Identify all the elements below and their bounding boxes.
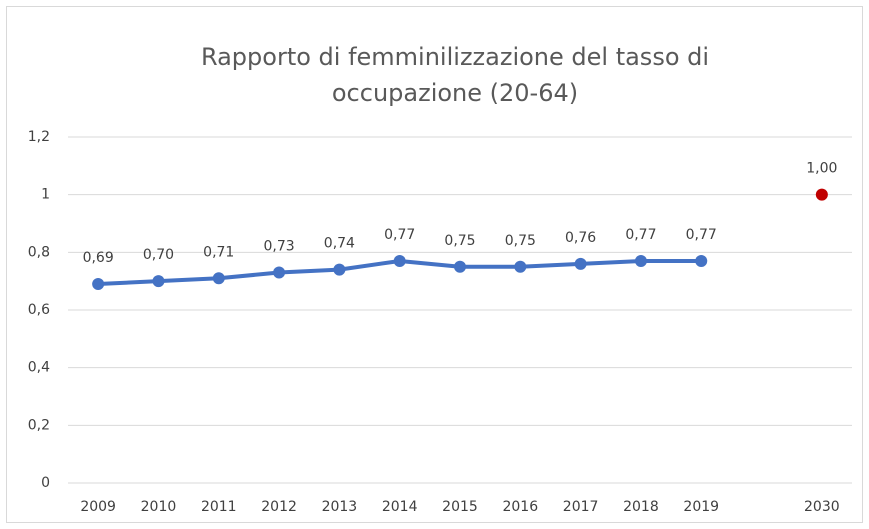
y-tick-label: 0 <box>41 475 50 491</box>
data-label: 0,76 <box>565 230 596 246</box>
y-tick-label: 1 <box>41 187 50 203</box>
y-tick-label: 1,2 <box>28 129 50 145</box>
data-point <box>634 254 647 267</box>
y-tick-label: 0,8 <box>28 244 50 260</box>
x-tick-label: 2015 <box>442 499 478 515</box>
data-label: 0,71 <box>203 244 234 260</box>
y-tick-label: 0,4 <box>28 360 50 376</box>
data-point <box>92 278 105 291</box>
x-tick-label: 2009 <box>80 499 116 515</box>
data-point <box>393 254 406 267</box>
chart-title: Rapporto di femminilizzazione del tasso … <box>201 43 709 71</box>
x-tick-label: 2030 <box>804 499 840 515</box>
data-label: 0,69 <box>83 250 114 266</box>
y-tick-label: 0,6 <box>28 302 50 318</box>
data-label: 0,70 <box>143 247 174 263</box>
data-label: 0,75 <box>505 233 536 249</box>
x-tick-label: 2018 <box>623 499 659 515</box>
data-point <box>333 263 346 276</box>
x-tick-label: 2012 <box>261 499 297 515</box>
data-point <box>454 260 466 273</box>
x-tick-label: 2019 <box>683 499 719 515</box>
data-point <box>815 188 828 201</box>
x-tick-label: 2017 <box>563 499 599 515</box>
data-point <box>574 257 587 270</box>
data-label: 0,73 <box>263 239 294 255</box>
data-label: 0,77 <box>625 227 656 243</box>
data-point <box>695 254 708 267</box>
data-point <box>273 266 286 279</box>
data-label: 0,77 <box>686 227 717 243</box>
x-tick-label: 2011 <box>201 499 237 515</box>
x-tick-label: 2016 <box>502 499 538 515</box>
x-tick-label: 2013 <box>322 499 358 515</box>
data-label: 0,75 <box>444 233 475 249</box>
data-point <box>514 260 527 273</box>
data-point <box>152 275 165 288</box>
data-label: 0,74 <box>324 236 355 252</box>
data-label: 0,77 <box>384 227 415 243</box>
data-label: 1,00 <box>806 161 837 177</box>
x-tick-label: 2014 <box>382 499 418 515</box>
y-tick-label: 0,2 <box>28 417 50 433</box>
data-point <box>212 272 225 285</box>
x-tick-label: 2010 <box>141 499 177 515</box>
chart-title: occupazione (20-64) <box>332 79 578 107</box>
